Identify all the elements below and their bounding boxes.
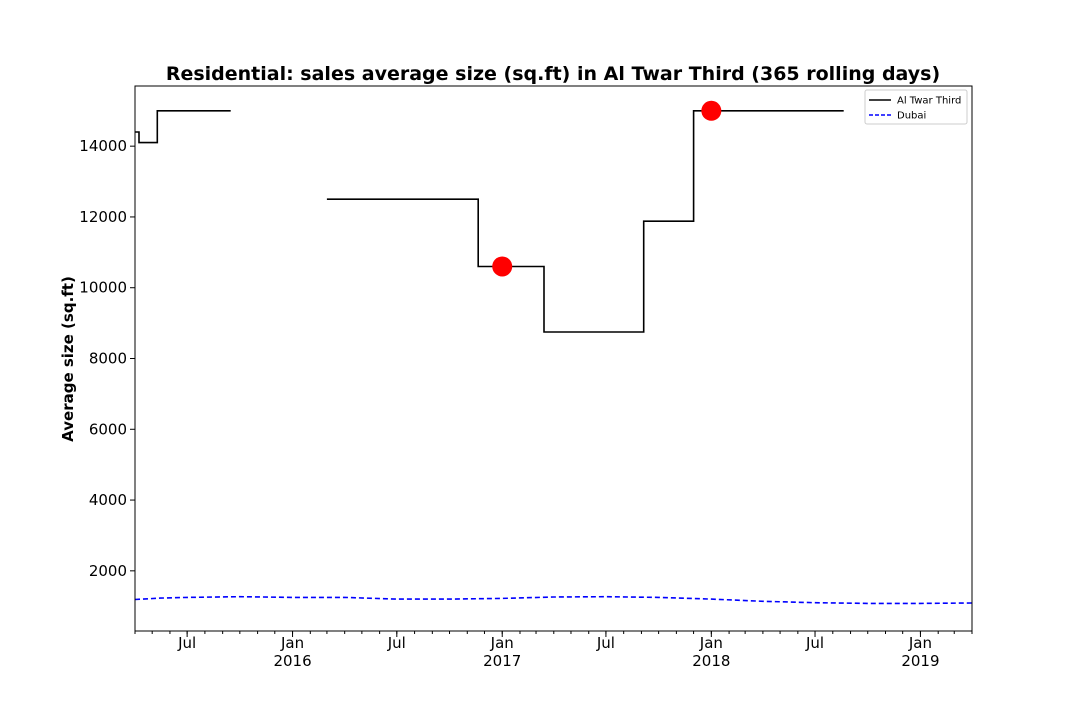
y-tick-label-0: 2000 <box>89 562 127 580</box>
x-tick-label-2: Jul <box>387 634 406 652</box>
series-line-0-segment-0 <box>135 110 231 144</box>
chart-title: Residential: sales average size (sq.ft) … <box>166 63 940 85</box>
y-tick-label-6: 14000 <box>79 137 127 155</box>
x-tick-label-0: Jul <box>177 634 196 652</box>
y-tick-label-3: 8000 <box>89 350 127 368</box>
highlight-marker-0 <box>492 256 513 277</box>
legend-label-0: Al Twar Third <box>897 96 961 107</box>
x-tick-label-6: Jul <box>805 634 824 652</box>
plot-area <box>134 100 973 605</box>
x-tick-year-7: 2019 <box>901 652 939 670</box>
highlight-marker-1 <box>701 100 722 121</box>
y-tick-label-5: 12000 <box>79 208 127 226</box>
series-line-0-segment-1 <box>326 110 844 333</box>
plot-frame <box>134 85 973 632</box>
y-axis-label: Average size (sq.ft) <box>59 276 77 442</box>
x-tick-label-4: Jul <box>596 634 615 652</box>
x-tick-label-7: Jan <box>908 634 932 652</box>
x-tick-label-5: Jan <box>699 634 723 652</box>
x-tick-year-5: 2018 <box>692 652 730 670</box>
y-tick-label-2: 6000 <box>89 420 127 438</box>
x-tick-label-3: Jan <box>490 634 514 652</box>
legend-label-1: Dubai <box>897 111 926 122</box>
y-tick-label-4: 10000 <box>79 279 127 297</box>
x-tick-year-3: 2017 <box>483 652 521 670</box>
x-tick-year-1: 2016 <box>273 652 311 670</box>
series-line-1-segment-0 <box>134 595 973 605</box>
x-tick-label-1: Jan <box>280 634 304 652</box>
y-tick-label-1: 4000 <box>89 491 127 509</box>
legend: Al Twar Third Dubai <box>864 89 968 125</box>
